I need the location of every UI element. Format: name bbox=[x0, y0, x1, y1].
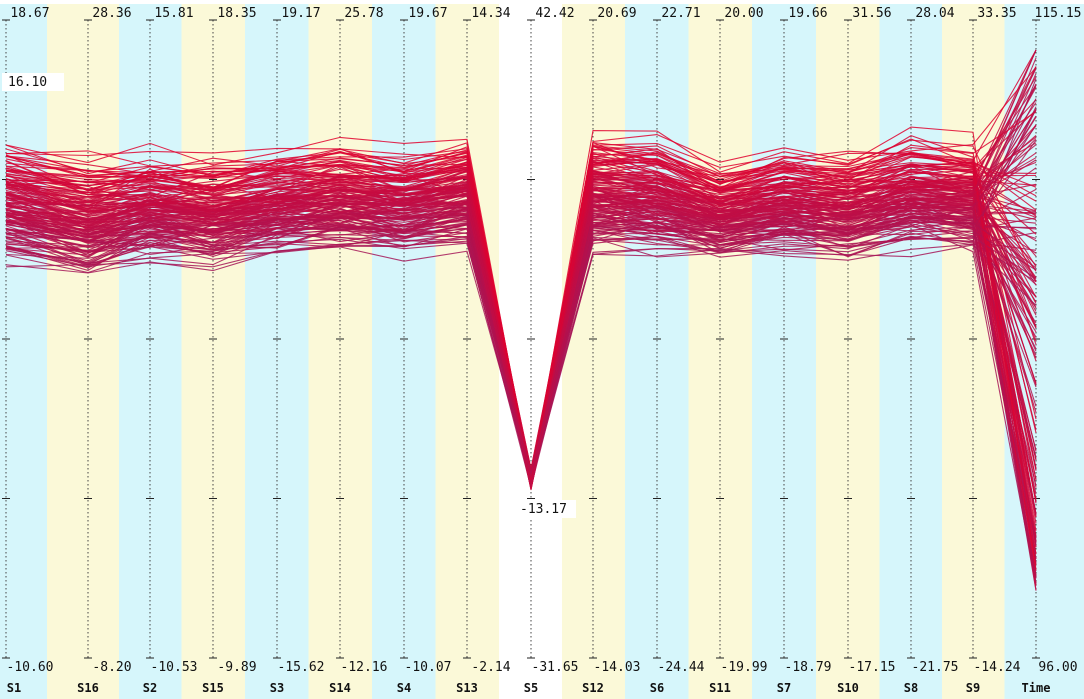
axis-name-s12: S12 bbox=[582, 681, 604, 695]
axis-min-label-s6: -24.44 bbox=[658, 660, 705, 675]
axis-max-label-s13: 14.34 bbox=[471, 6, 510, 21]
top-margin bbox=[0, 0, 1084, 4]
axis-max-label-s10: 31.56 bbox=[852, 6, 891, 21]
axis-max-label-s12: 20.69 bbox=[597, 6, 636, 21]
axis-name-s13: S13 bbox=[456, 681, 478, 695]
axis-min-label-s7: -18.79 bbox=[785, 660, 832, 675]
axis-max-label-s15: 18.35 bbox=[217, 6, 256, 21]
axis-min-label-s4: -10.07 bbox=[405, 660, 452, 675]
axis-max-label-s6: 22.71 bbox=[661, 6, 700, 21]
axis-min-label-s14: -12.16 bbox=[341, 660, 388, 675]
record-line bbox=[5, 204, 1037, 584]
axis-name-s11: S11 bbox=[709, 681, 731, 695]
axis-max-label-s1: 18.67 bbox=[10, 6, 49, 21]
callout-box bbox=[514, 500, 576, 518]
record-line bbox=[5, 139, 1037, 476]
record-line bbox=[5, 152, 1037, 555]
axis-name-s7: S7 bbox=[777, 681, 791, 695]
axis-min-label-s9: -14.24 bbox=[974, 660, 1021, 675]
axis-min-label-s16: -8.20 bbox=[92, 660, 131, 675]
axis-min-label-s13: -2.14 bbox=[471, 660, 510, 675]
band-s1 bbox=[0, 0, 47, 699]
axis-max-label-s5: 42.42 bbox=[535, 6, 574, 21]
axis-name-s15: S15 bbox=[202, 681, 224, 695]
axis-min-label-s5: -31.65 bbox=[532, 660, 579, 675]
callout-s1: 16.10 bbox=[2, 73, 64, 91]
axis-name-s4: S4 bbox=[397, 681, 411, 695]
record-line bbox=[5, 68, 1037, 486]
callout-value: 16.10 bbox=[8, 75, 47, 90]
axis-name-s14: S14 bbox=[329, 681, 351, 695]
axis-max-label-s3: 19.17 bbox=[281, 6, 320, 21]
axis-min-label-s11: -19.99 bbox=[721, 660, 768, 675]
axis-name-s16: S16 bbox=[77, 681, 99, 695]
axis-name-s1: S1 bbox=[7, 681, 21, 695]
record-line bbox=[5, 109, 1037, 482]
axis-name-time: Time bbox=[1022, 681, 1051, 695]
record-line bbox=[5, 134, 1037, 478]
axis-min-label-s3: -15.62 bbox=[278, 660, 325, 675]
axis-min-label-s12: -14.03 bbox=[594, 660, 641, 675]
axis-max-label-s9: 33.35 bbox=[977, 6, 1016, 21]
axis-name-s8: S8 bbox=[904, 681, 918, 695]
axis-min-label-time: 96.00 bbox=[1038, 660, 1077, 675]
axis-max-label-s2: 15.81 bbox=[154, 6, 193, 21]
record-line bbox=[5, 111, 1037, 483]
axis-max-label-s4: 19.67 bbox=[408, 6, 447, 21]
axis-max-label-time: 115.15 bbox=[1035, 6, 1082, 21]
axis-name-s5: S5 bbox=[524, 681, 538, 695]
axis-name-s2: S2 bbox=[143, 681, 157, 695]
axis-name-s9: S9 bbox=[966, 681, 980, 695]
axis-max-label-s11: 20.00 bbox=[724, 6, 763, 21]
axis-min-label-s1: -10.60 bbox=[7, 660, 54, 675]
axis-max-label-s16: 28.36 bbox=[92, 6, 131, 21]
callouts-group: 16.10 -13.17 bbox=[2, 73, 576, 518]
callout-box bbox=[2, 73, 64, 91]
callout-s5: -13.17 bbox=[514, 500, 576, 518]
axis-min-label-s8: -21.75 bbox=[912, 660, 959, 675]
axis-name-s6: S6 bbox=[650, 681, 664, 695]
band-s16 bbox=[47, 0, 119, 699]
axis-labels-group: 18.67 -10.60 S1 28.36 -8.20 S16 15.81 -10.53 S2 1… bbox=[7, 6, 1082, 695]
axis-max-label-s8: 28.04 bbox=[915, 6, 954, 21]
polylines-group bbox=[5, 49, 1037, 591]
axis-name-s3: S3 bbox=[270, 681, 284, 695]
axis-max-label-s7: 19.66 bbox=[788, 6, 827, 21]
axis-min-label-s10: -17.15 bbox=[849, 660, 896, 675]
axis-min-label-s15: -9.89 bbox=[217, 660, 256, 675]
axis-name-s10: S10 bbox=[837, 681, 859, 695]
axis-max-label-s14: 25.78 bbox=[344, 6, 383, 21]
axis-min-label-s2: -10.53 bbox=[151, 660, 198, 675]
callout-value: -13.17 bbox=[520, 502, 567, 517]
record-line bbox=[5, 164, 1037, 491]
